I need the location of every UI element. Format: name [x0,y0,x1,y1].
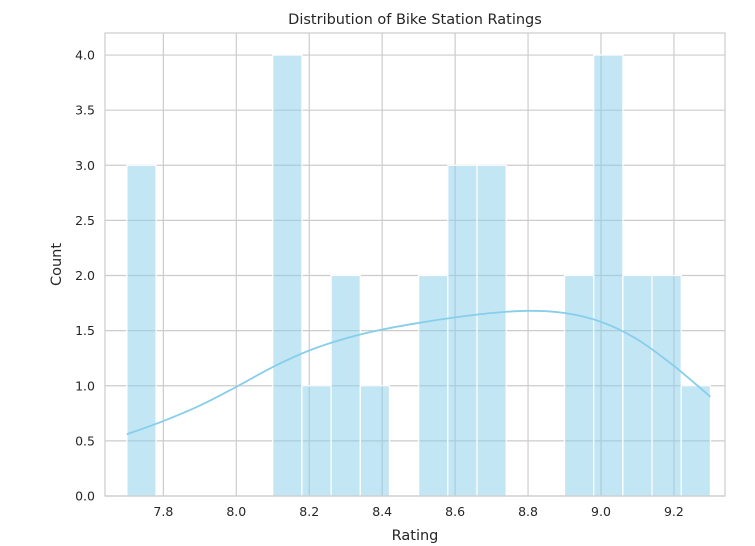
x-tick-label: 8.6 [445,504,465,519]
x-tick-label: 8.0 [226,504,246,519]
histogram-bar [476,164,507,497]
histogram-bar [418,274,449,497]
y-tick-label: 0.5 [75,433,95,448]
y-tick-label: 3.5 [75,103,95,118]
y-axis-label: Count [49,243,65,286]
y-tick-label: 2.0 [75,268,95,283]
histogram-bar [359,385,391,497]
y-tick-label: 4.0 [75,48,95,63]
y-tick-label: 1.0 [75,378,95,393]
kde-layer [126,309,711,436]
histogram-bar [593,54,624,497]
histogram-bar [680,385,712,497]
x-tick-label: 9.2 [664,504,684,519]
kde-line [126,309,711,436]
histogram-bar [126,164,157,497]
histogram-bar [622,274,653,497]
histogram-bar [330,274,361,497]
y-tick-label: 0.0 [75,489,95,504]
histogram-bar [563,274,595,497]
x-tick-label: 8.4 [372,504,392,519]
chart-title: Distribution of Bike Station Ratings [288,12,542,28]
x-tick-label: 9.0 [591,504,611,519]
x-tick-labels: 7.8 8.0 8.2 8.4 8.6 8.8 9.0 9.2 [153,504,683,519]
histogram-bar [651,274,682,497]
histogram-bar [301,385,332,497]
y-tick-label: 3.0 [75,158,95,173]
histogram-bar [447,164,478,497]
y-tick-labels: 0.0 0.5 1.0 1.5 2.0 2.5 3.0 3.5 4.0 [75,48,95,504]
histogram-bar [272,54,303,497]
y-tick-label: 2.5 [75,213,95,228]
x-axis-label: Rating [392,528,439,544]
y-tick-label: 1.5 [75,323,95,338]
x-tick-label: 8.2 [299,504,319,519]
x-tick-label: 7.8 [153,504,173,519]
x-tick-label: 8.8 [518,504,538,519]
plot-frame [104,32,726,497]
